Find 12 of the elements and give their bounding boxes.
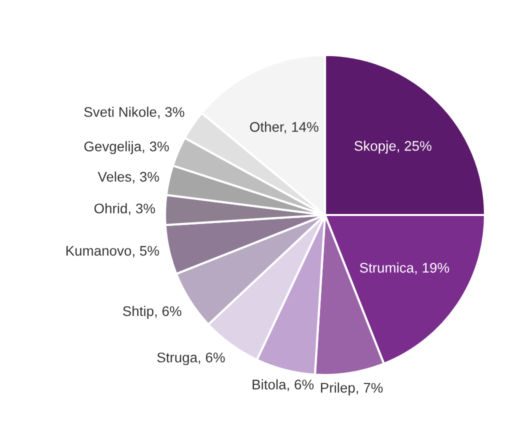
slice-label: Prilep, 7% xyxy=(321,382,383,396)
slice-label: Bitola, 6% xyxy=(252,379,314,392)
slice-label: Other, 14% xyxy=(250,122,318,134)
slice-label: Gevgelija, 3% xyxy=(84,141,169,154)
slice-label: Ohrid, 3% xyxy=(94,203,155,216)
slice-label: Veles, 3% xyxy=(98,172,159,184)
slice-label: Sveti Nikole, 3% xyxy=(84,106,184,119)
slice-label: Kumanovo, 5% xyxy=(66,246,159,258)
slice-label: Skopje, 25% xyxy=(354,140,432,154)
slice-label: Strumica, 19% xyxy=(360,262,450,274)
slice-label: Struga, 6% xyxy=(157,352,225,366)
slice-label: Shtip, 6% xyxy=(122,306,182,319)
